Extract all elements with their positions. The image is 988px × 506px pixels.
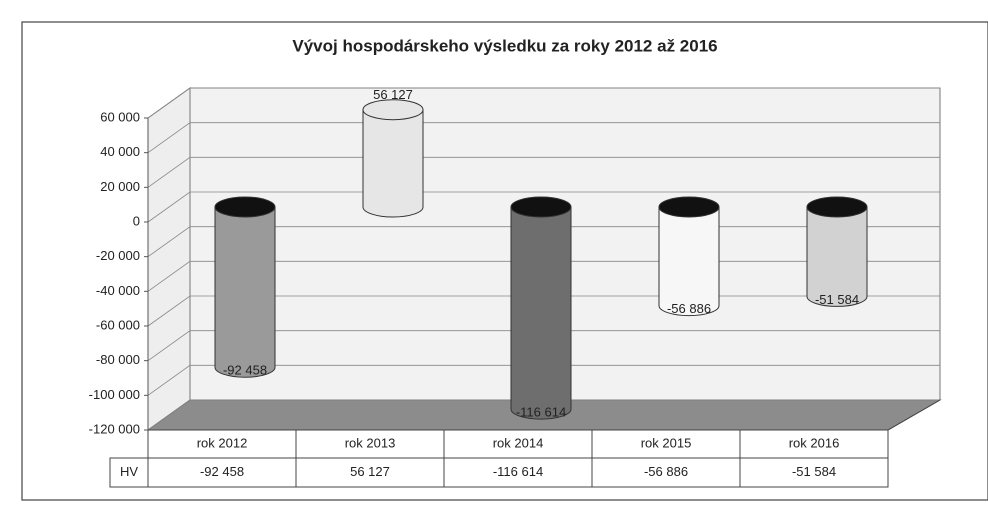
grid-line (147, 399, 940, 431)
grid-line (147, 156, 940, 188)
y-tick-label: -20 000 (96, 248, 140, 263)
grid-line (147, 87, 940, 119)
grid-line (147, 364, 940, 396)
cylinder (510, 206, 572, 420)
data-table: HV rok 2012 -92 458 rok 2013 56 127 rok 2014 -… (109, 399, 941, 488)
y-tick-label: -60 000 (96, 317, 140, 332)
y-tick-label: -80 000 (96, 352, 140, 367)
page-frame (21, 21, 988, 501)
cylinder-cap (510, 196, 572, 218)
data-label: -56 886 (667, 301, 711, 316)
legend-label: HV (120, 464, 138, 479)
x-tick-label: rok 2012 (197, 435, 248, 450)
table-value: -92 458 (200, 464, 244, 479)
grid-line (147, 122, 940, 153)
cylinder (658, 206, 720, 317)
y-tick-label: 40 000 (100, 144, 140, 159)
cylinder (806, 206, 868, 307)
cylinder (362, 109, 424, 218)
x-tick-label: rok 2016 (789, 435, 840, 450)
table-value: -56 886 (644, 464, 688, 479)
table-border (109, 429, 889, 488)
table-value: -116 614 (493, 464, 543, 479)
y-tick-label: -120 000 (89, 421, 140, 436)
data-label: -116 614 (516, 405, 566, 420)
y-tick-label: 20 000 (100, 179, 140, 194)
data-label: -92 458 (223, 363, 267, 378)
plot: -92 458 56 127 -116 614 -56 886 -51 584 (214, 87, 868, 420)
grid-line (147, 191, 940, 223)
data-label: 56 127 (373, 87, 413, 102)
side-wall (147, 87, 191, 431)
cylinder-cap (658, 196, 720, 218)
grid-line (147, 330, 940, 361)
cylinder-cap (362, 99, 424, 121)
x-tick-label: rok 2015 (641, 435, 692, 450)
y-tick-label: -40 000 (96, 283, 140, 298)
table-value: 56 127 (350, 464, 390, 479)
y-tick-label: 0 (133, 213, 140, 228)
y-tick-label: 60 000 (100, 109, 140, 124)
table-border (887, 399, 941, 431)
y-tick-label: -100 000 (89, 387, 140, 402)
table-value: -51 584 (792, 464, 836, 479)
cylinder (214, 206, 276, 378)
x-tick-label: rok 2013 (345, 435, 396, 450)
data-label: -51 584 (815, 292, 859, 307)
cylinder-cap (806, 196, 868, 218)
x-tick-label: rok 2014 (493, 435, 544, 450)
chart-title: Vývoj hospodárskeho výsledku za roky 201… (292, 36, 717, 55)
cylinder-cap (214, 196, 276, 218)
